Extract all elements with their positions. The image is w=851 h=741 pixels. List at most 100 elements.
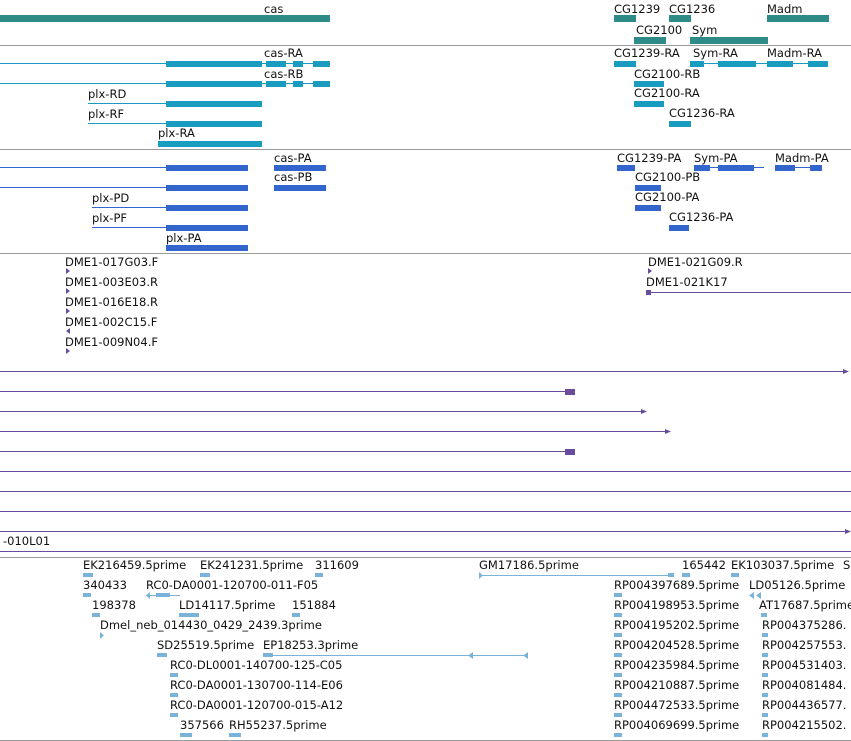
transcript-exons[interactable]	[158, 141, 262, 147]
est-feature[interactable]	[749, 592, 761, 599]
protein-exons[interactable]	[635, 185, 661, 191]
est-feature[interactable]	[170, 713, 178, 717]
est-label: RC0-DL0001-140700-125-C05	[170, 658, 342, 672]
est-feature[interactable]	[614, 733, 622, 737]
gene-bar-cg1236[interactable]	[669, 15, 691, 22]
clone-label-dme1-017g03-f: DME1-017G03.F	[65, 255, 158, 269]
est-feature[interactable]	[614, 693, 622, 697]
est-label: 151884	[292, 598, 336, 612]
est-label: EK241231.5prime	[200, 558, 303, 572]
clone-label-dme1-002c15-f: DME1-002C15.F	[65, 315, 157, 329]
clone-marker[interactable]	[648, 268, 652, 274]
est-label: RP004531403.	[762, 658, 846, 672]
est-feature[interactable]	[762, 733, 768, 737]
est-feature[interactable]	[762, 673, 768, 677]
transcript-exons[interactable]	[166, 101, 262, 107]
est-feature[interactable]	[731, 573, 739, 577]
protein-exons[interactable]	[166, 245, 248, 251]
est-label: RP004436577.	[762, 698, 846, 712]
est-feature[interactable]	[614, 673, 622, 677]
est-feature[interactable]	[762, 693, 768, 697]
est-feature[interactable]	[83, 593, 91, 597]
transcript-exons[interactable]	[166, 61, 262, 67]
est-feature[interactable]	[614, 653, 622, 657]
gene-label-sym: Sym	[692, 23, 717, 37]
est-feature[interactable]	[761, 613, 767, 617]
protein-exons[interactable]	[775, 165, 795, 171]
transcript-label-madm-ra: Madm-RA	[767, 46, 822, 60]
transcript-exons[interactable]	[669, 121, 691, 127]
est-label: 340433	[83, 578, 127, 592]
est-label: RP004081484.	[762, 678, 846, 692]
est-label: RP004198953.5prime	[614, 598, 739, 612]
transcript-exons[interactable]	[166, 81, 262, 87]
est-label: LD05126.5prime	[749, 578, 845, 592]
est-label: RP004235984.5prime	[614, 658, 739, 672]
protein-label-cg1236-pa: CG1236-PA	[669, 210, 734, 224]
gene-bar-sym[interactable]	[690, 37, 768, 44]
est-feature[interactable]	[315, 573, 323, 577]
transcript-exons[interactable]	[634, 101, 664, 107]
transcript-exons[interactable]	[614, 61, 636, 67]
est-feature[interactable]	[682, 573, 690, 577]
est-label: RP004257553.	[762, 638, 846, 652]
transcript-label-cas-rb: cas-RB	[264, 67, 304, 81]
protein-exons[interactable]	[669, 225, 689, 231]
est-feature[interactable]	[614, 713, 622, 717]
transcript-exons[interactable]	[767, 61, 793, 67]
est-feature[interactable]	[292, 613, 300, 617]
est-feature[interactable]	[157, 653, 167, 657]
protein-label-cg2100-pa: CG2100-PA	[635, 190, 700, 204]
gene-bar-cg1239[interactable]	[614, 15, 636, 22]
protein-exons[interactable]	[166, 205, 248, 211]
est-feature[interactable]	[200, 573, 210, 577]
est-feature[interactable]	[170, 693, 178, 697]
protein-exons[interactable]	[635, 205, 661, 211]
est-label: RP004204528.5prime	[614, 638, 739, 652]
transcript-label-sym-ra: Sym-RA	[693, 46, 738, 60]
clone-marker[interactable]	[66, 328, 70, 334]
est-feature[interactable]	[614, 613, 622, 617]
est-feature[interactable]	[170, 673, 178, 677]
clone-marker[interactable]	[66, 268, 70, 274]
protein-exons[interactable]	[166, 165, 248, 171]
est-feature[interactable]	[762, 633, 768, 637]
gene-bar-madm[interactable]	[767, 15, 829, 22]
protein-exons[interactable]	[166, 225, 248, 231]
protein-exons[interactable]	[617, 165, 635, 171]
est-feature[interactable]	[614, 633, 622, 637]
est-feature[interactable]	[100, 632, 104, 639]
clone-label-dme1-021k17: DME1-021K17	[646, 275, 728, 289]
protein-label-cg2100-pb: CG2100-PB	[635, 170, 700, 184]
protein-exons[interactable]	[694, 165, 710, 171]
est-feature[interactable]	[179, 613, 199, 617]
est-feature[interactable]	[762, 713, 768, 717]
transcript-label-plx-rd: plx-RD	[88, 87, 126, 101]
est-feature[interactable]	[83, 573, 93, 577]
clone-marker[interactable]	[66, 348, 70, 354]
gene-track: cas CG1239 CG1236 Madm CG2100 Sym	[0, 2, 829, 44]
est-feature[interactable]	[180, 733, 192, 737]
transcript-exons[interactable]	[634, 81, 664, 87]
est-label: EK216459.5prime	[83, 558, 186, 572]
est-label: LD14117.5prime	[179, 598, 275, 612]
gene-bar-cg2100[interactable]	[634, 37, 666, 44]
est-label: RP004375286.	[762, 618, 846, 632]
transcript-exons[interactable]	[690, 61, 704, 67]
gene-bar-cas[interactable]	[0, 15, 330, 22]
est-feature[interactable]	[92, 613, 100, 617]
clone-marker[interactable]	[66, 308, 70, 314]
transcript-track: cas-RA cas-RB plx-RD plx-RF plx-RA CG123…	[0, 46, 828, 147]
protein-label-cas-pa: cas-PA	[274, 151, 312, 165]
est-feature[interactable]	[229, 733, 241, 737]
est-feature[interactable]	[614, 593, 622, 597]
clone-marker[interactable]	[66, 288, 70, 294]
transcript-exons[interactable]	[166, 121, 262, 127]
est-label: S	[843, 558, 850, 572]
clone-label-dme1-003e03-r: DME1-003E03.R	[65, 275, 158, 289]
gene-label-cg1239: CG1239	[614, 2, 660, 16]
protein-label-plx-pf: plx-PF	[92, 211, 127, 225]
est-feature[interactable]	[762, 653, 768, 657]
protein-exons[interactable]	[166, 185, 248, 191]
